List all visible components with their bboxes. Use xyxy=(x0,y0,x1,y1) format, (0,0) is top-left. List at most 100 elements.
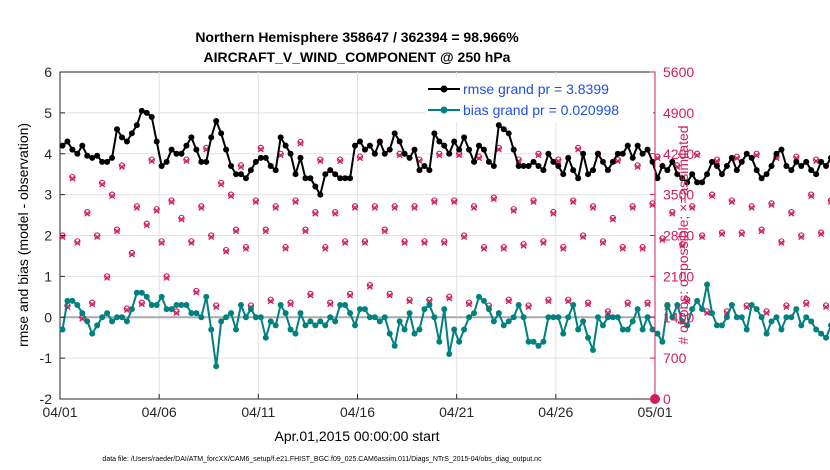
obs-assimilated-marker xyxy=(366,283,373,290)
bias-point xyxy=(272,322,279,329)
y-tick-label: 1 xyxy=(44,268,52,284)
obs-possible-marker xyxy=(530,197,537,204)
x-axis: 04/01 04/06 04/11 04/16 04/21 04/26 05/01 xyxy=(42,394,673,420)
obs-assimilated-marker xyxy=(99,181,106,188)
obs-possible-marker xyxy=(193,287,200,295)
obs-assimilated-marker xyxy=(297,140,304,147)
rmse-point xyxy=(798,163,805,170)
obs-assimilated-marker xyxy=(580,233,587,241)
obs-assimilated-marker xyxy=(728,198,735,206)
bias-point xyxy=(138,289,145,296)
rmse-point xyxy=(565,154,572,161)
rmse-point xyxy=(480,146,487,153)
obs-possible-marker xyxy=(297,138,304,146)
bias-point xyxy=(441,306,448,313)
obs-possible-marker xyxy=(728,197,736,204)
x-tick-label: 05/01 xyxy=(637,404,672,420)
bias-point xyxy=(322,322,329,329)
bias-point xyxy=(436,338,443,345)
obs-assimilated-marker xyxy=(446,295,453,302)
obs-possible-marker xyxy=(381,226,388,233)
obs-possible-marker xyxy=(599,238,607,245)
rmse-point xyxy=(148,113,155,120)
rmse-point xyxy=(515,163,522,170)
bias-point xyxy=(773,314,780,321)
rmse-point xyxy=(118,134,125,141)
obs-assimilated-marker xyxy=(708,193,716,200)
bias-point xyxy=(297,310,304,317)
rmse-point xyxy=(713,163,720,170)
bias-point xyxy=(262,334,269,341)
bias-point xyxy=(599,322,606,329)
rmse-point xyxy=(173,150,180,157)
x-tick-label: 04/26 xyxy=(538,404,573,420)
bias-point xyxy=(416,326,423,333)
bias-point xyxy=(480,297,487,304)
bias-point xyxy=(485,306,492,313)
rmse-point xyxy=(406,154,413,161)
rmse-point xyxy=(84,152,91,159)
bias-point xyxy=(123,318,130,325)
obs-assimilated-marker xyxy=(500,245,507,252)
rmse-point xyxy=(247,167,254,174)
rmse-point xyxy=(788,167,795,174)
obs-assimilated-marker xyxy=(713,158,721,165)
obs-assimilated-marker xyxy=(287,301,294,308)
obs-possible-marker xyxy=(768,200,775,207)
obs-assimilated-marker xyxy=(614,158,621,165)
rmse-point xyxy=(426,167,433,174)
rmse-point xyxy=(138,107,145,114)
x-axis-label: Apr.01,2015 00:00:00 start xyxy=(274,428,439,444)
obs-possible-marker xyxy=(505,296,512,303)
obs-assimilated-marker xyxy=(396,152,403,159)
rmse-point xyxy=(272,167,279,174)
bias-point xyxy=(188,310,195,317)
obs-possible-marker xyxy=(713,156,721,163)
rmse-point xyxy=(545,150,552,157)
obs-assimilated-marker xyxy=(699,233,706,241)
obs-possible-marker xyxy=(232,226,240,233)
rmse-point xyxy=(778,146,785,153)
bias-point xyxy=(396,318,403,325)
rmse-point xyxy=(530,158,537,165)
rmse-point xyxy=(69,146,76,153)
obs-possible-marker xyxy=(783,302,790,309)
bias-point xyxy=(743,326,750,333)
obs-assimilated-marker xyxy=(138,301,145,308)
rmse-point xyxy=(471,158,478,165)
bias-point xyxy=(798,322,805,329)
rmse-point xyxy=(337,175,344,182)
rmse-point xyxy=(629,154,636,161)
bias-point xyxy=(634,306,641,313)
rmse-point xyxy=(198,158,205,165)
obs-possible-marker xyxy=(327,299,334,306)
obs-possible-marker xyxy=(178,214,185,222)
obs-possible-marker xyxy=(163,273,170,280)
bias-point xyxy=(233,326,240,333)
obs-assimilated-marker xyxy=(123,306,130,314)
obs-assimilated-marker xyxy=(644,301,651,308)
rmse-point xyxy=(64,138,71,145)
legend-bias-label: bias grand pr = 0.020998 xyxy=(463,102,619,118)
obs-possible-marker xyxy=(282,244,289,251)
rmse-point xyxy=(689,171,696,178)
obs-possible-marker xyxy=(322,244,329,251)
bias-point xyxy=(654,330,661,337)
bias-point xyxy=(763,330,770,337)
rmse-point xyxy=(580,150,587,157)
rmse-point xyxy=(510,146,517,153)
bias-point xyxy=(813,326,820,333)
bias-point xyxy=(505,318,512,325)
obs-possible-marker xyxy=(257,144,264,152)
rmse-point xyxy=(475,142,482,149)
rmse-point xyxy=(664,167,671,174)
obs-assimilated-marker xyxy=(381,228,388,235)
obs-possible-marker xyxy=(217,179,225,187)
obs-assimilated-marker xyxy=(351,204,359,211)
bias-point xyxy=(808,318,815,325)
bias-point xyxy=(79,310,86,317)
obs-assimilated-marker xyxy=(356,155,364,162)
legend-rmse-label: rmse grand pr = 3.8399 xyxy=(463,81,609,97)
bias-point xyxy=(74,301,81,308)
obs-possible-marker xyxy=(758,226,765,233)
